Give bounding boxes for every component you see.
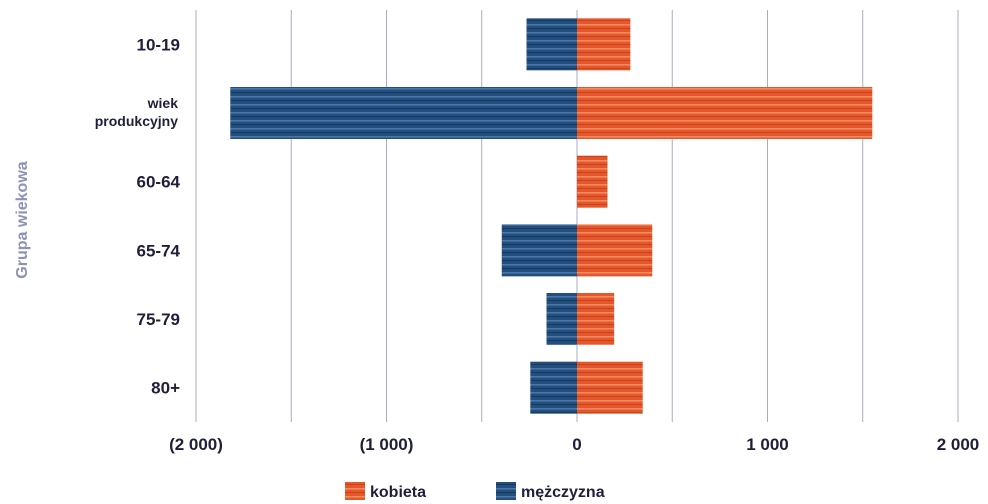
bar-kobieta-0 [577,18,631,71]
bar-kobieta-1 [577,87,873,139]
bar-mezczyzna-1 [230,87,578,139]
legend-label-kobieta: kobieta [370,484,426,501]
y-tick-label: wiek produkcyjny [95,95,178,129]
y-tick-label: 65-74 [137,241,181,260]
legend-swatch-mezczyzna [496,482,516,500]
y-tick-label: 80+ [151,379,180,398]
x-tick-label: 2 000 [937,435,980,454]
y-tick-label: 10-19 [137,35,180,54]
bar-kobieta-2 [577,155,608,208]
legend: kobieta mężczyzna [345,482,605,501]
bar-mezczyzna-3 [501,224,577,277]
legend-swatch-kobieta [345,482,365,500]
grid-lines [195,10,959,422]
tick-labels: (2 000) (1 000) 0 1 000 2 000 10-19 wiek produk… [95,35,980,454]
legend-label-mezczyzna: mężczyzna [521,484,605,501]
y-axis-title: Grupa wiekowa [14,161,31,278]
bar-mezczyzna-0 [526,18,577,71]
x-tick-label: (1 000) [360,435,414,454]
y-tick-label: 75-79 [137,310,180,329]
x-tick-label: 1 000 [746,435,789,454]
y-tick-label: 60-64 [137,173,181,192]
bar-kobieta-5 [577,361,643,414]
bar-mezczyzna-5 [530,361,577,414]
x-tick-label: (2 000) [169,435,223,454]
bar-kobieta-3 [577,224,653,277]
bars [230,18,873,414]
bar-kobieta-4 [577,293,615,345]
x-tick-label: 0 [572,435,581,454]
bar-mezczyzna-4 [546,293,577,345]
